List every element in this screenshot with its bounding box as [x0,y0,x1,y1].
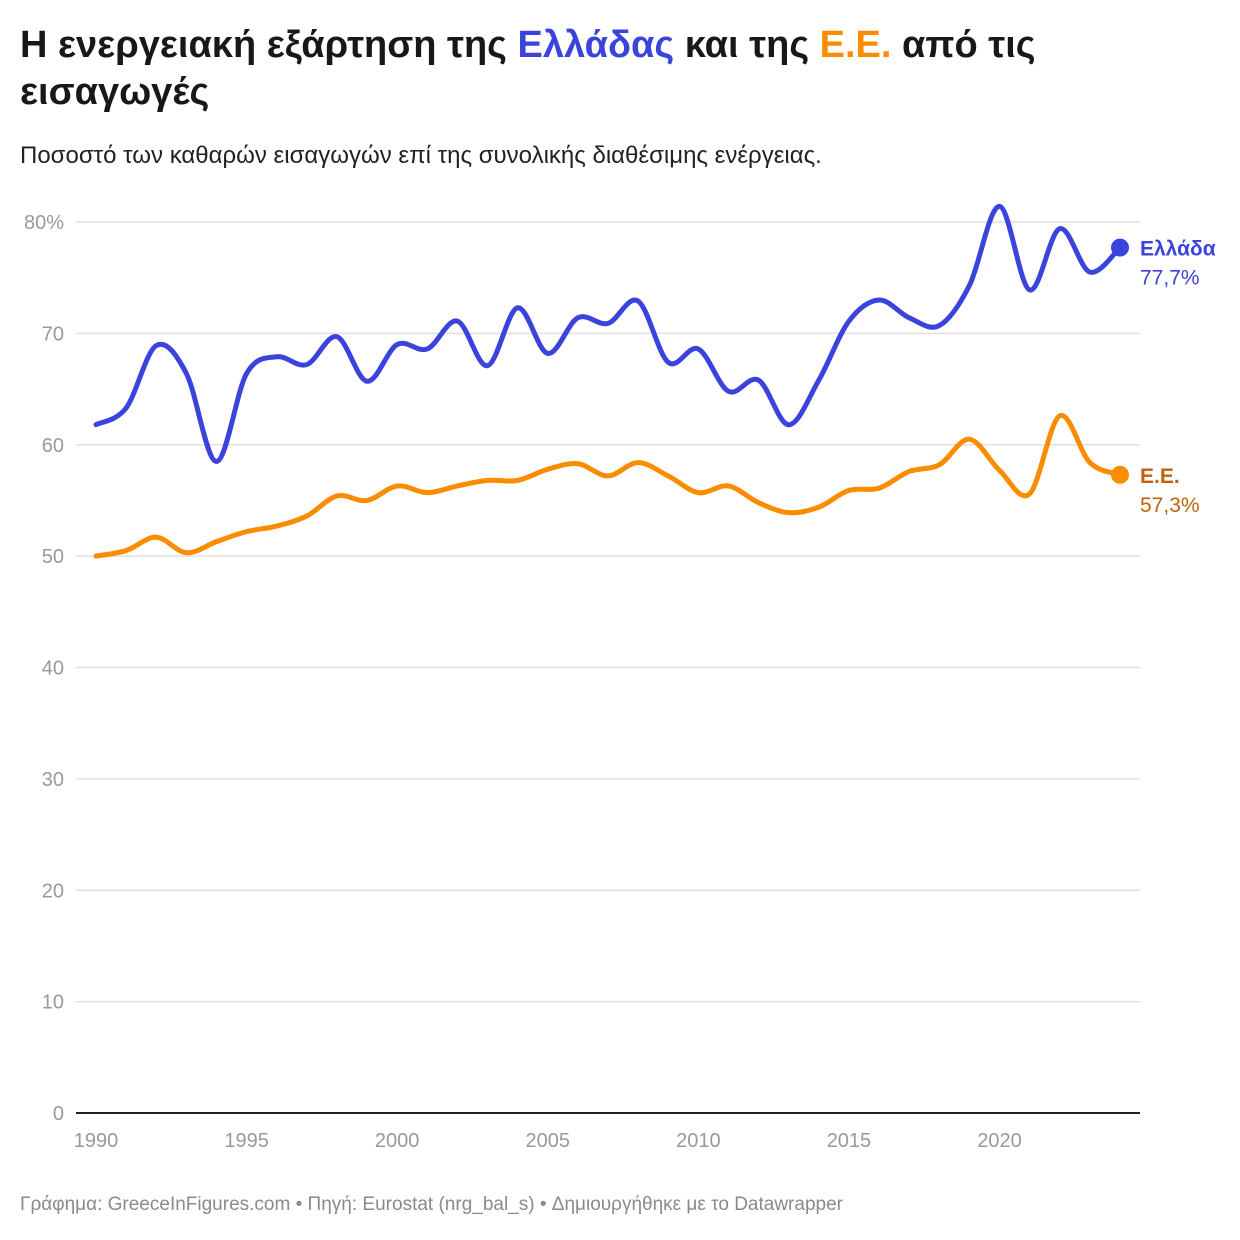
title-text: και της [674,24,820,66]
x-tick-label: 2005 [526,1130,571,1152]
greece-line [93,203,1123,464]
chart-subtitle: Ποσοστό των καθαρών εισαγωγών επί της συ… [20,142,822,169]
eu-end-point [1111,465,1129,484]
y-tick-label: 40 [42,658,64,680]
x-tick-label: 2000 [375,1130,420,1152]
y-tick-label: 10 [42,992,64,1014]
greece-end-point [1111,238,1129,257]
series-value-label: 57,3% [1140,494,1200,517]
chart-title: Η ενεργειακή εξάρτηση της Ελλάδας και τη… [20,22,1220,116]
series-name-label: Ε.Ε. [1140,465,1180,488]
x-tick-label: 2020 [977,1130,1022,1152]
x-tick-label: 1990 [74,1130,119,1152]
series-name-label: Ελλάδα [1140,238,1216,261]
y-tick-label: 50 [42,546,64,568]
chart-footer: Γράφημα: GreeceInFigures.com • Πηγή: Eur… [20,1194,843,1215]
x-tick-label: 2015 [827,1130,872,1152]
title-greece: Ελλάδας [517,24,675,66]
y-tick-label: 80% [24,212,64,234]
y-tick-label: 70 [42,323,64,345]
title-eu: Ε.Ε. [819,24,892,66]
title-text: από τις εισαγωγές [20,24,1036,113]
eu-line [93,413,1123,559]
title-text: Η ενεργειακή εξάρτηση της [20,24,518,66]
x-tick-label: 2010 [676,1130,721,1152]
y-tick-label: 60 [42,435,64,457]
x-tick-label: 1995 [224,1130,269,1152]
y-tick-label: 30 [42,769,64,791]
y-tick-label: 0 [53,1103,64,1125]
series-value-label: 77,7% [1140,267,1200,290]
y-tick-label: 20 [42,880,64,902]
